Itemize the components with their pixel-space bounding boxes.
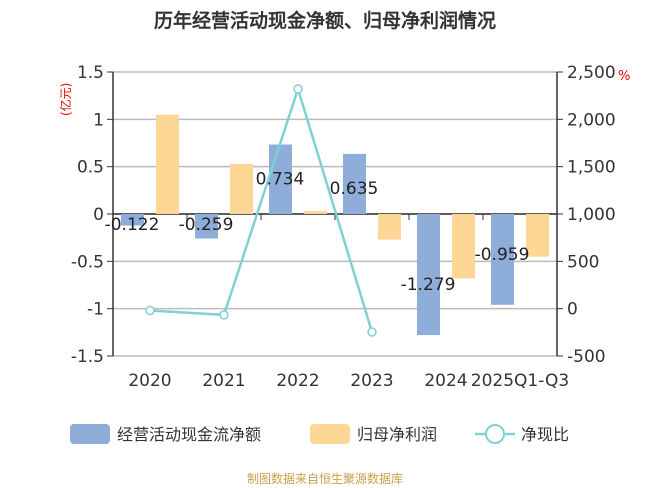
left-tick-label: -0.5 — [71, 252, 104, 272]
chart-title: 历年经营活动现金净额、归母净利润情况 — [153, 10, 496, 32]
legend-net-profit-swatch — [310, 424, 350, 444]
right-tick-label: 2,500 — [567, 63, 616, 83]
ratio-point — [145, 305, 155, 316]
legend-cashflow-swatch — [70, 424, 110, 444]
ratio-point — [293, 84, 303, 94]
right-tick-label: 0 — [567, 300, 578, 320]
bar-net-profit — [452, 214, 475, 279]
left-tick-label: -1 — [87, 300, 104, 320]
x-tick-label: 2025Q1-Q3 — [471, 371, 569, 391]
left-tick-label: 0 — [93, 205, 104, 225]
bar-cashflow — [491, 214, 514, 305]
bar-net-profit — [156, 114, 179, 214]
left-tick-label: -1.5 — [71, 347, 104, 367]
footer-source: 制图数据来自恒生聚源数据库 — [246, 472, 403, 486]
cashflow-data-label: 0.635 — [330, 179, 379, 199]
right-unit-label: % — [618, 69, 630, 84]
bar-cashflow — [343, 153, 366, 214]
right-tick-label: 500 — [567, 252, 599, 272]
right-tick-label: 2,000 — [567, 110, 616, 130]
bar-net-profit — [378, 214, 401, 240]
x-tick-label: 2022 — [276, 371, 319, 391]
cashflow-data-label: -0.122 — [105, 215, 160, 235]
bar-cashflow — [121, 214, 144, 226]
x-tick-label: 2024 — [424, 371, 467, 391]
bar-cashflow — [417, 214, 440, 336]
ratio-point — [367, 327, 377, 337]
x-tick-label: 2020 — [128, 371, 171, 391]
left-tick-label: 1 — [93, 110, 104, 130]
right-tick-label: -500 — [567, 347, 606, 367]
bar-cashflow — [195, 214, 218, 239]
bar-net-profit — [304, 211, 327, 214]
legend-ratio-marker — [485, 424, 505, 444]
legend-cashflow-label: 经营活动现金流净额 — [117, 425, 261, 444]
legend-net-profit-label: 归母净利润 — [357, 425, 437, 444]
bar-net-profit — [526, 214, 549, 257]
line-ratio — [149, 84, 374, 333]
right-tick-label: 1,000 — [567, 205, 616, 225]
legend-ratio-label: 净现比 — [521, 425, 569, 444]
right-tick-label: 1,500 — [567, 158, 616, 178]
chart-svg: 1.5 2,500 1 2,000 0.5 1,500 0 1,000 -0.5 500 -1 0 -1… — [58, 63, 630, 444]
cashflow-data-label: -0.259 — [179, 215, 234, 235]
left-tick-label: 1.5 — [77, 63, 104, 83]
x-tick-label: 2023 — [350, 371, 393, 391]
bar-net-profit — [230, 163, 253, 214]
ratio-point — [219, 310, 229, 320]
left-tick-label: 0.5 — [77, 158, 104, 178]
cashflow-data-label: 0.734 — [256, 170, 305, 190]
x-tick-label: 2021 — [202, 371, 245, 391]
cashflow-data-label: -1.279 — [401, 275, 456, 295]
cashflow-data-label: -0.959 — [475, 245, 530, 265]
left-unit-label: (亿元) — [58, 83, 73, 116]
